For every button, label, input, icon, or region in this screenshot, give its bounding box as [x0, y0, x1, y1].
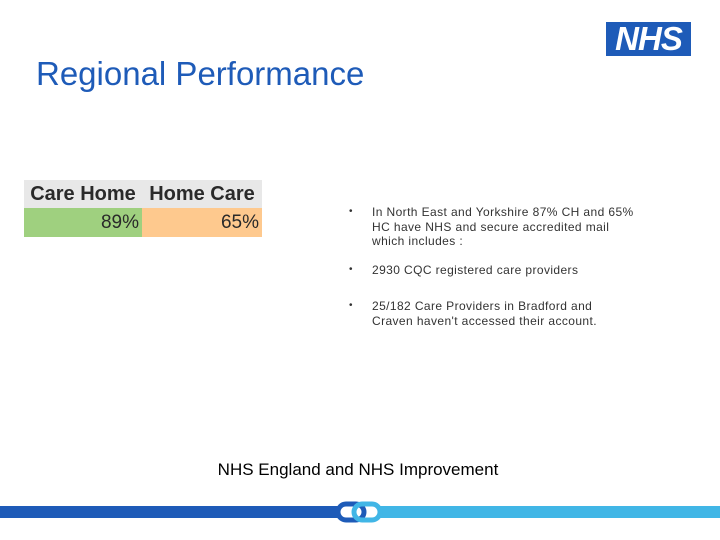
footer-bar-right — [380, 506, 720, 518]
column-header-care-home: Care Home — [24, 180, 142, 208]
list-item: • 2930 CQC registered care providers — [345, 263, 635, 278]
bullet-marker: • — [349, 300, 353, 311]
table-header-row: Care Home Home Care — [24, 180, 262, 208]
care-home-value: 89% — [24, 208, 142, 237]
footer-bar-left — [0, 506, 340, 518]
footer-label: NHS England and NHS Improvement — [217, 460, 499, 479]
column-header-home-care: Home Care — [142, 180, 262, 208]
nhs-logo: NHS — [606, 22, 691, 56]
bullet-text: 25/182 Care Providers in Bradford and Cr… — [372, 299, 597, 328]
home-care-value: 65% — [142, 208, 262, 237]
list-item: • In North East and Yorkshire 87% CH and… — [345, 205, 635, 249]
bullet-list: • In North East and Yorkshire 87% CH and… — [345, 205, 635, 339]
chain-link-icon — [335, 501, 383, 523]
footer-text: NHS England and NHS Improvement — [0, 460, 720, 480]
bullet-text: In North East and Yorkshire 87% CH and 6… — [372, 205, 634, 248]
performance-table: Care Home Home Care 89% 65% — [24, 180, 262, 237]
table-row: 89% 65% — [24, 208, 262, 237]
bullet-text: 2930 CQC registered care providers — [372, 262, 579, 277]
bullet-marker: • — [349, 206, 353, 217]
bullet-marker: • — [349, 263, 353, 275]
page-title: Regional Performance — [36, 55, 365, 92]
list-item: • 25/182 Care Providers in Bradford and … — [345, 299, 635, 328]
